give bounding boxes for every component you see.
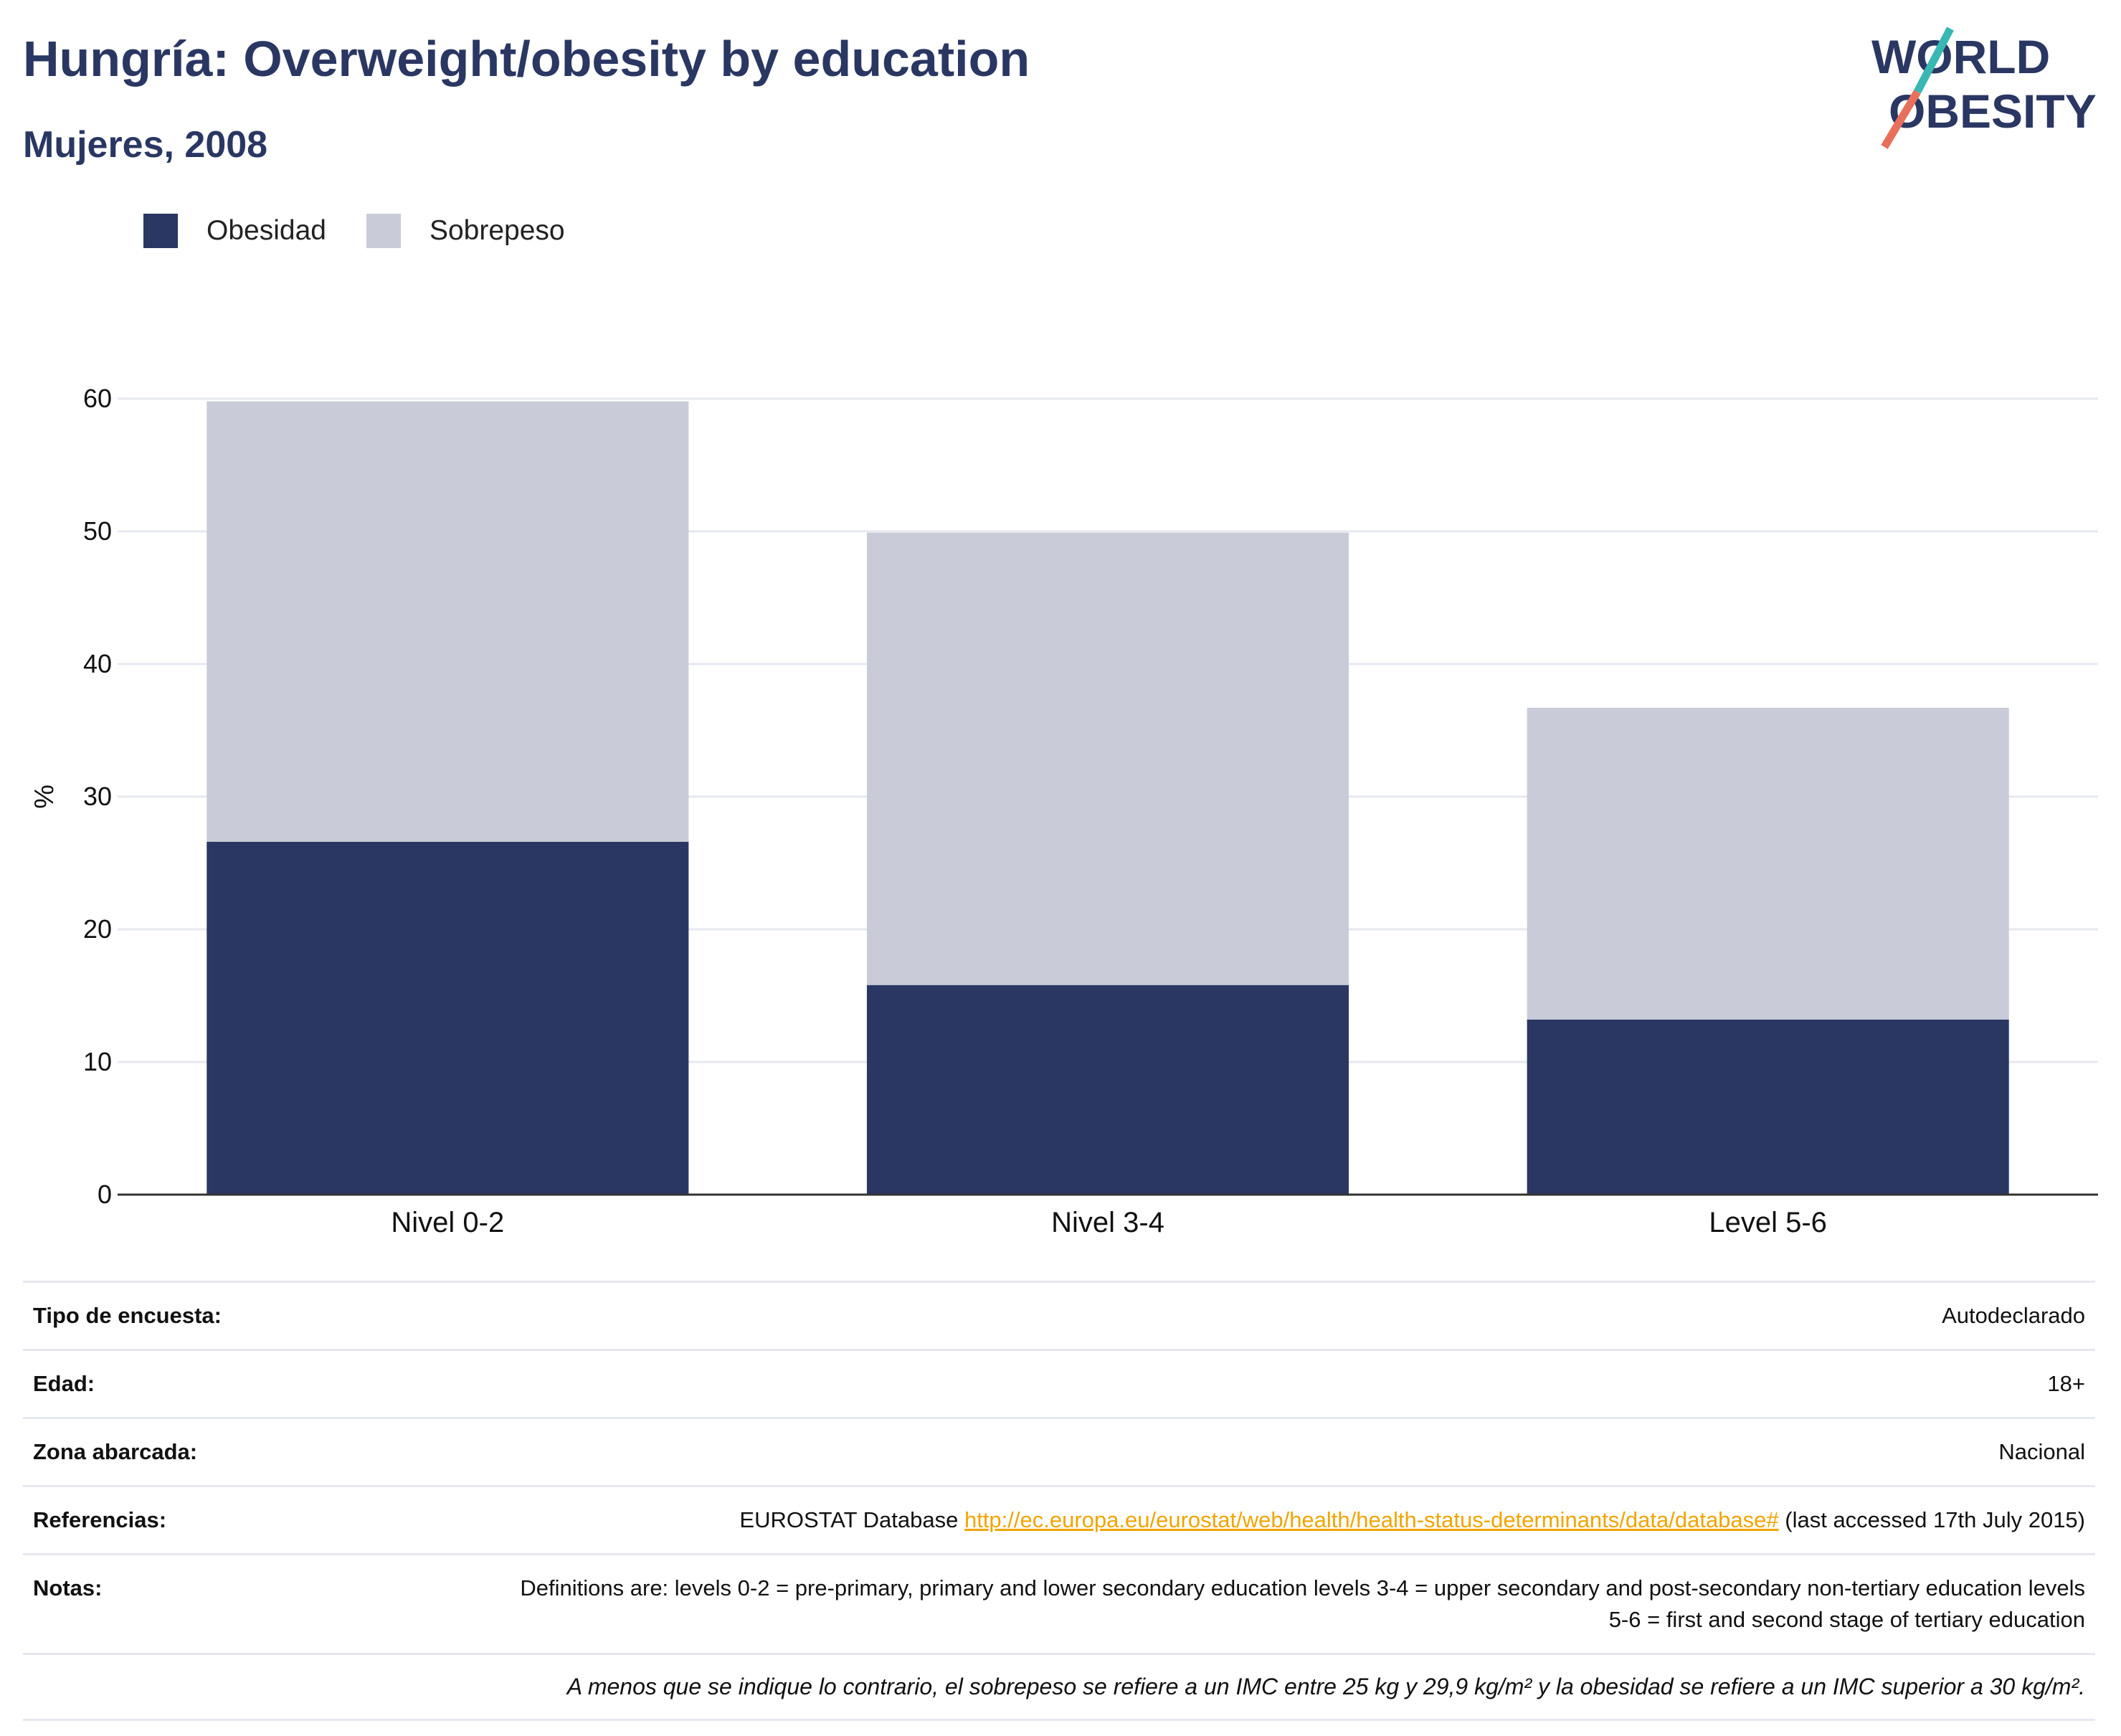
y-axis-label: % (29, 784, 60, 809)
y-tick-label: 30 (83, 782, 112, 811)
y-tick-label: 20 (83, 914, 112, 944)
reference-prefix: EUROSTAT Database (739, 1507, 964, 1532)
meta-label: Notas: (33, 1575, 103, 1600)
meta-row-coverage: Zona abarcada: Nacional (23, 1419, 2095, 1487)
y-tick-label: 0 (98, 1180, 112, 1209)
logo-text-world: WORLD (1871, 30, 2050, 83)
bar-overweight (1527, 708, 2009, 1020)
x-tick-label: Level 5-6 (1709, 1207, 1827, 1238)
reference-suffix: (last accessed 17th July 2015) (1778, 1507, 2085, 1532)
y-tick-label: 40 (83, 649, 112, 678)
meta-row-survey-type: Tipo de encuesta: Autodeclarado (23, 1281, 2095, 1351)
x-tick-label: Nivel 3-4 (1051, 1207, 1164, 1238)
meta-row-notes: Notas: Definitions are: levels 0-2 = pre… (23, 1555, 2095, 1655)
logo-slash-teal (1914, 27, 1954, 94)
legend: Obesidad Sobrepeso (143, 214, 605, 248)
meta-value: Autodeclarado (1942, 1303, 2085, 1328)
reference-link[interactable]: http://ec.europa.eu/eurostat/web/health/… (964, 1507, 1779, 1532)
bar-overweight (207, 401, 689, 842)
bar-obesity (866, 985, 1349, 1195)
meta-label: Tipo de encuesta: (33, 1303, 222, 1328)
logo-slash-coral (1881, 90, 1921, 149)
world-obesity-logo: WORLD OBESITY (1871, 27, 2097, 149)
y-tick-label: 10 (83, 1047, 112, 1076)
legend-swatch-overweight (366, 214, 401, 248)
legend-item-obesity[interactable]: Obesidad (143, 214, 326, 248)
legend-swatch-obesity (143, 214, 178, 248)
bar-overweight (866, 532, 1349, 985)
bar-chart: 0 10 20 30 40 50 60% Nivel 0-2 Nivel 3-4 Level 5-… (29, 384, 2098, 1238)
meta-label: Zona abarcada: (33, 1439, 198, 1464)
logo-text-obesity: OBESITY (1889, 85, 2097, 138)
legend-label-obesity: Obesidad (207, 215, 326, 246)
meta-label: Edad: (33, 1371, 95, 1396)
y-tick-label: 60 (83, 384, 112, 413)
meta-row-references: Referencias: EUROSTAT Database http://ec… (23, 1487, 2095, 1555)
chart-title: Hungría: Overweight/obesity by education (23, 31, 1030, 87)
meta-value: 18+ (2047, 1371, 2085, 1396)
meta-value-references: EUROSTAT Database http://ec.europa.eu/eu… (739, 1504, 2085, 1536)
bar-obesity (1527, 1019, 2009, 1195)
legend-label-overweight: Sobrepeso (429, 215, 565, 246)
bmi-footnote: A menos que se indique lo contrario, el … (23, 1655, 2095, 1721)
meta-row-age: Edad: 18+ (23, 1351, 2095, 1419)
x-tick-label: Nivel 0-2 (391, 1207, 504, 1238)
y-tick-label: 50 (83, 516, 112, 546)
chart-subtitle: Mujeres, 2008 (23, 124, 268, 166)
bar-obesity (207, 841, 689, 1195)
meta-value: Nacional (1998, 1439, 2085, 1464)
metadata-table: Tipo de encuesta: Autodeclarado Edad: 18… (23, 1281, 2095, 1721)
meta-value: Definitions are: levels 0-2 = pre-primar… (520, 1575, 2085, 1632)
meta-label: Referencias: (33, 1507, 167, 1532)
legend-item-overweight[interactable]: Sobrepeso (366, 214, 565, 248)
